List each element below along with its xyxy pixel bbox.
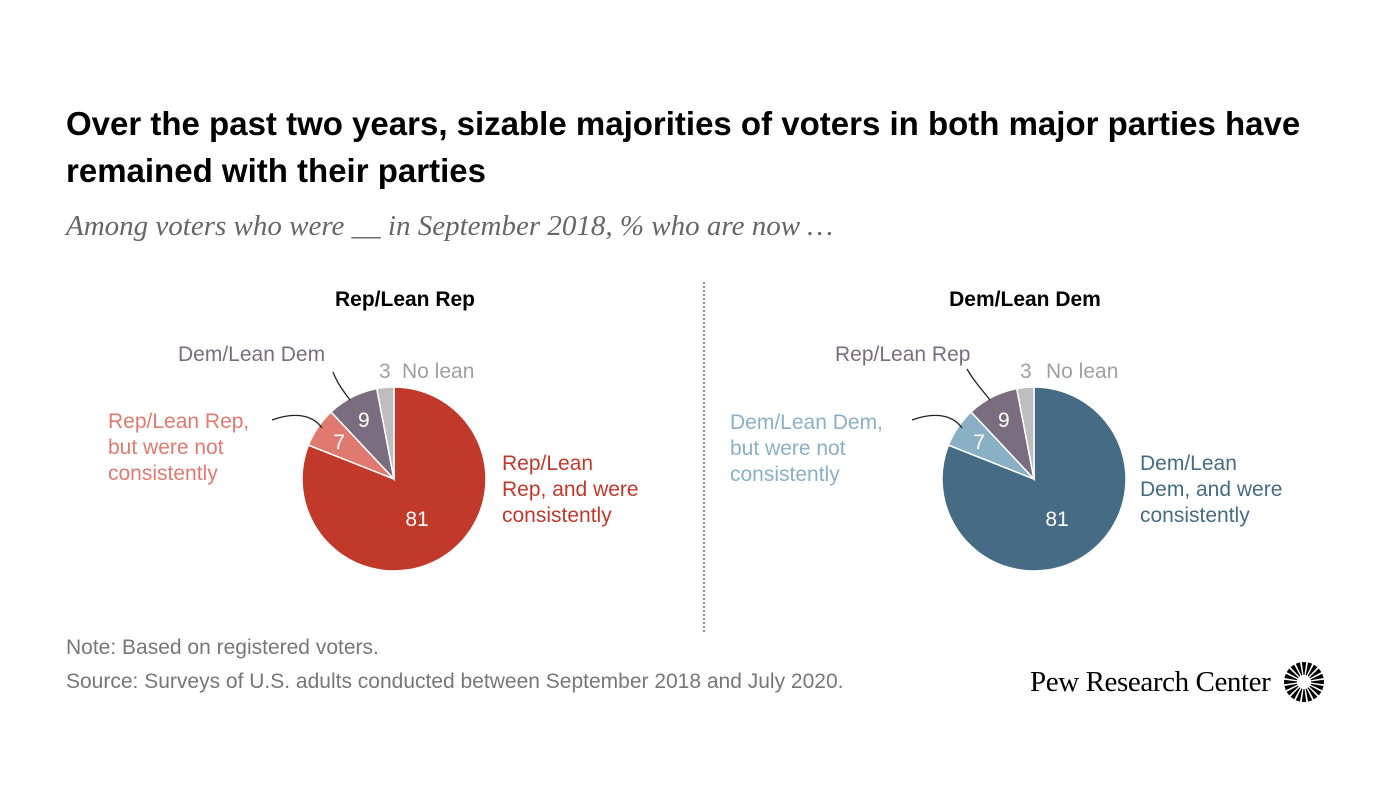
slice-category-label: Rep/Lean Rep [835, 343, 970, 366]
pew-logo: Pew Research Center [1030, 660, 1326, 704]
slice-category-label: Dem/Lean Dem [178, 343, 325, 366]
slice-category-label: Rep/Lean Rep, but were not consistently [108, 410, 249, 485]
slice-value-label: 7 [973, 431, 985, 454]
slice-category-label: Rep/Lean Rep, and were consistently [502, 452, 639, 527]
sunburst-icon [1284, 662, 1325, 702]
logo-text: Pew Research Center [1030, 665, 1271, 698]
slice-value-label: 9 [998, 409, 1010, 432]
pie-slice [1015, 386, 1035, 480]
leader-line [911, 414, 963, 429]
panel-divider [703, 282, 705, 632]
slice-category-label: Dem/Lean Dem, and were consistently [1140, 452, 1282, 527]
slice-value-label: 3 [1020, 360, 1032, 383]
leader-line [332, 371, 351, 401]
chart-subtitle: Among voters who were __ in September 20… [66, 210, 834, 242]
slice-value-label: 81 [405, 508, 428, 531]
note-text: Note: Based on registered voters. [66, 636, 379, 659]
chart-title: Over the past two years, sizable majorit… [66, 105, 1301, 189]
slice-category-label: No lean [402, 360, 474, 383]
source-text: Source: Surveys of U.S. adults conducted… [66, 670, 844, 693]
slice-value-label: 7 [333, 431, 345, 454]
leader-line [966, 368, 991, 401]
slice-value-label: 3 [379, 360, 391, 383]
pie-1: 81 79 3 Dem/Lean Dem, and were consistently De… [730, 343, 1282, 572]
pie-slice [375, 386, 395, 480]
panel-title-dem: Dem/Lean Dem [949, 288, 1101, 311]
leader-line [271, 414, 323, 429]
pie-0: 81 79 3 Rep/Lean Rep, and were consistently Re… [108, 343, 639, 572]
slice-category-label: Dem/Lean Dem, but were not consistently [730, 411, 883, 486]
slice-value-label: 81 [1045, 508, 1068, 531]
panel-title-rep: Rep/Lean Rep [334, 288, 476, 311]
slice-value-label: 9 [358, 409, 370, 432]
slice-category-label: No lean [1046, 360, 1118, 383]
